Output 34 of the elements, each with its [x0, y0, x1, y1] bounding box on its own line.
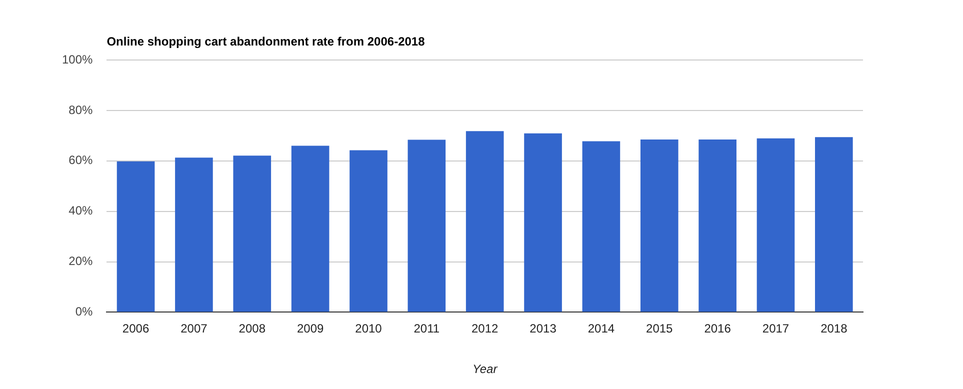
x-tick-label: 2018 — [820, 322, 848, 336]
x-axis-title: Year — [472, 362, 498, 376]
y-tick-label: 60% — [68, 153, 94, 168]
y-tick-label: 100% — [62, 52, 94, 66]
x-tick-label: 2017 — [762, 322, 790, 336]
bar — [524, 133, 562, 312]
bar — [116, 161, 155, 312]
bar — [466, 131, 504, 312]
bar — [175, 158, 213, 312]
bar — [350, 150, 388, 312]
x-tick-label: 2013 — [530, 322, 557, 336]
x-tick-label: 2007 — [180, 322, 208, 336]
x-tick-label: 2010 — [355, 322, 382, 336]
x-tick-label: 2011 — [414, 322, 440, 336]
y-tick-label: 20% — [68, 254, 94, 268]
x-tick-label: 2014 — [588, 322, 615, 336]
x-tick-label: 2009 — [296, 322, 324, 336]
bar — [582, 141, 620, 312]
bar — [698, 139, 736, 312]
x-tick-label: 2016 — [704, 322, 732, 336]
x-tick-label: 2015 — [646, 322, 674, 336]
bar — [408, 140, 446, 312]
chart-title: Online shopping cart abandonment rate from 2006-2018 — [106, 34, 426, 48]
y-tick-label: 40% — [68, 204, 94, 218]
bar — [815, 137, 853, 312]
bar — [233, 156, 272, 312]
bar — [640, 139, 678, 312]
bar — [756, 138, 795, 312]
y-tick-label: 0% — [75, 304, 94, 319]
x-tick-label: 2008 — [238, 322, 266, 336]
y-tick-label: 80% — [68, 102, 94, 117]
x-tick-label: 2012 — [471, 322, 499, 336]
bar — [291, 146, 330, 312]
x-tick-label: 2006 — [122, 322, 150, 336]
